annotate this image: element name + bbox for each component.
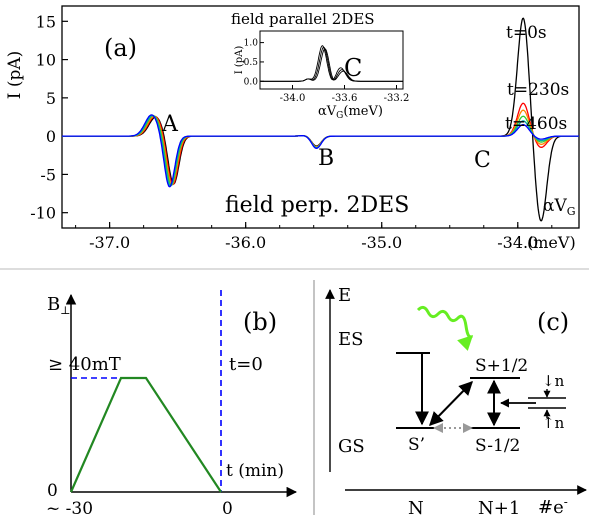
panel-a-x-unit: (meV) [527,233,576,252]
photon-wavy-arrow [416,305,474,351]
panel-c: E (c) ES GS N N+1 #e- S’ S+1/2 S-1/2 ↓n … [325,285,587,519]
field-ramp-line [69,376,222,493]
panel-b-label: (b) [243,308,277,336]
inset-y-tick-label: 0.0 [244,77,259,87]
peak-c-label: C [474,148,491,173]
panel-a-ylabel: I (pA) [5,51,25,100]
s-prime-label: S’ [408,435,425,455]
panel-b-x-start: ~ -30 [46,499,93,519]
trace-line [62,114,579,188]
panel-c-n-plus-1-label: N+1 [478,498,520,519]
peak-b-label: B [318,146,334,171]
legend-t230: t=230s [507,80,569,100]
panel-c-gs-label: GS [338,436,365,457]
panel-c-es-label: ES [338,329,363,350]
panel-b-level-label: ≥ 40mT [48,354,121,375]
panel-a-xaxis-name: αVG [543,196,576,218]
inset-xlabel: αVG(meV) [318,104,383,121]
inset-trace-line [260,45,403,82]
s-minus-label: S-1/2 [475,436,520,456]
panel-b-ylabel: B⊥ [47,294,71,317]
y-tick-label: -5 [40,165,56,184]
y-tick-label: 15 [36,12,56,31]
inset-y-tick-label: 0.5 [244,58,259,68]
panel-b-y-zero: 0 [47,481,58,501]
y-tick-label: -10 [30,204,56,223]
spin-up-label: ↑n [542,414,565,432]
x-tick-label: -37.0 [89,233,130,252]
legend-t460: t=460s [505,114,567,134]
panel-a-caption: field perp. 2DES [225,193,409,218]
inset-x-tick-label: -34.0 [280,93,306,104]
panel-a-label: (a) [104,34,137,62]
panel-b-xlabel: t (min) [226,461,284,481]
inset-peak-c-label: C [344,54,362,82]
inset-x-ticks: -34.0 -33.6 -33.2 [280,85,410,104]
inset-trace-line [260,48,403,82]
s-plus-label: S+1/2 [475,356,528,376]
panel-b-t0-label: t=0 [229,354,263,375]
inset-trace-line [260,46,403,82]
spin-down-label: ↓n [542,372,565,390]
panel-c-n-label: N [408,498,424,519]
peak-a-label: A [161,112,179,137]
x-tick-label: -34.0 [497,233,538,252]
x-tick-label: -35.0 [361,233,402,252]
panel-a-traces [62,17,579,222]
inset-y-tick-label: 1.0 [244,39,259,49]
inset-x-tick-label: -33.2 [384,93,410,104]
panel-b-x-zero: 0 [222,499,233,519]
y-tick-label: 10 [36,51,56,70]
s-prime-to-s-plus-arrow [429,380,473,427]
panel-c-yaxis-label: E [338,285,351,306]
panel-a-frame [61,5,580,229]
panel-a-y-ticks: 15 10 5 0 -5 -10 [30,12,68,223]
inset-frame [259,30,404,90]
inset-title: field parallel 2DES [231,10,375,28]
inset-chart: field parallel 2DES I (pA) 1.0 0.5 0.0 -34… [231,10,409,121]
y-tick-label: 0 [46,127,56,146]
panel-c-label: (c) [537,308,569,336]
panel-a-x-ticks: -37.0 -36.0 -35.0 -34.0 [75,222,553,252]
legend-t0: t=0s [506,23,547,43]
panel-b: B⊥ (b) t (min) 0 ~ -30 0 ≥ 40mT t=0 [46,290,298,519]
inset-ylabel: I (pA) [234,46,245,75]
inset-traces [260,45,403,82]
inset-x-tick-label: -33.6 [332,93,358,104]
inset-y-ticks: 1.0 0.5 0.0 [244,39,264,87]
y-tick-label: 5 [46,89,56,108]
panel-c-xaxis-label: #e- [538,495,568,518]
x-tick-label: -36.0 [225,233,266,252]
